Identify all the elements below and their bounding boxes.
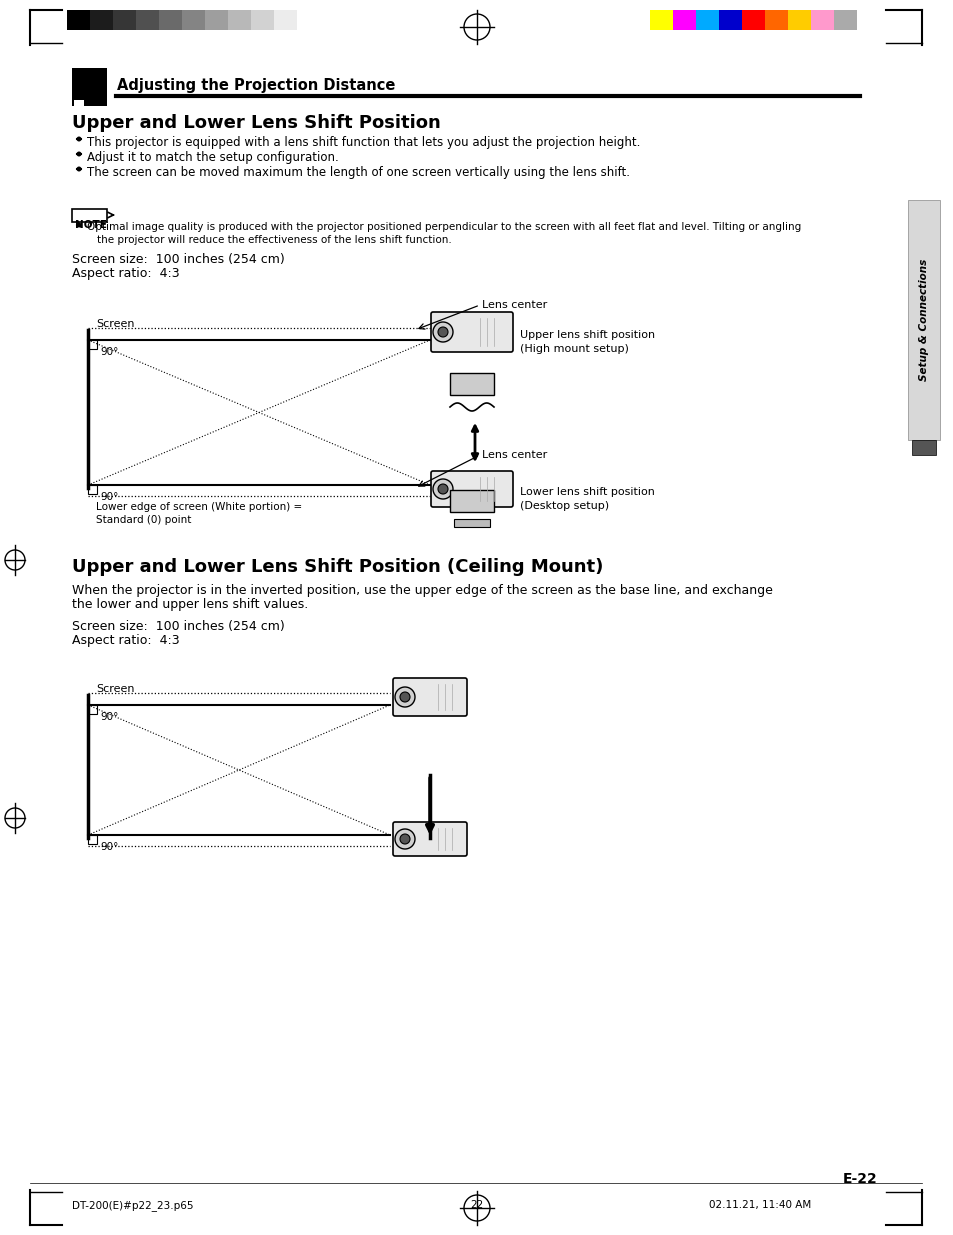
Text: 90°: 90°: [100, 347, 118, 357]
Text: 90°: 90°: [100, 842, 118, 852]
Circle shape: [399, 834, 410, 844]
Bar: [87, 70, 107, 88]
Circle shape: [399, 692, 410, 701]
Text: (High mount setup): (High mount setup): [519, 345, 628, 354]
Text: Lens center: Lens center: [481, 300, 547, 310]
Text: Adjust it to match the setup configuration.: Adjust it to match the setup configurati…: [87, 151, 338, 164]
Bar: [450, 373, 494, 395]
Text: Adjusting the Projection Distance: Adjusting the Projection Distance: [117, 78, 395, 93]
Text: Optimal image quality is produced with the projector positioned perpendicular to: Optimal image quality is produced with t…: [87, 222, 801, 232]
Text: Aspect ratio:  4:3: Aspect ratio: 4:3: [71, 634, 179, 647]
Bar: [741, 10, 764, 30]
Text: The screen can be moved maximum the length of one screen vertically using the le: The screen can be moved maximum the leng…: [87, 165, 629, 179]
Text: Upper lens shift position: Upper lens shift position: [519, 330, 655, 340]
Bar: [251, 10, 274, 30]
Text: Screen: Screen: [96, 319, 134, 329]
Bar: [228, 10, 251, 30]
Text: When the projector is in the inverted position, use the upper edge of the screen: When the projector is in the inverted po…: [71, 584, 772, 597]
Text: Screen size:  100 inches (254 cm): Screen size: 100 inches (254 cm): [71, 253, 284, 266]
Bar: [112, 10, 136, 30]
Text: Lower edge of screen (White portion) =: Lower edge of screen (White portion) =: [96, 501, 302, 513]
Bar: [88, 485, 97, 494]
Bar: [274, 10, 296, 30]
Bar: [88, 835, 97, 844]
Text: Upper and Lower Lens Shift Position (Ceiling Mount): Upper and Lower Lens Shift Position (Cei…: [71, 558, 602, 576]
Circle shape: [433, 479, 453, 499]
Text: DT-200(E)#p22_23.p65: DT-200(E)#p22_23.p65: [71, 1200, 193, 1210]
Bar: [450, 490, 494, 513]
Bar: [907, 200, 939, 440]
Circle shape: [437, 327, 448, 337]
Circle shape: [76, 137, 81, 142]
Text: 22: 22: [470, 1200, 483, 1210]
Bar: [159, 10, 182, 30]
Text: Aspect ratio:  4:3: Aspect ratio: 4:3: [71, 267, 179, 280]
Bar: [649, 10, 672, 30]
Bar: [454, 519, 490, 527]
Bar: [136, 10, 159, 30]
Bar: [833, 10, 856, 30]
Bar: [672, 10, 696, 30]
Bar: [764, 10, 787, 30]
Circle shape: [395, 687, 415, 706]
Bar: [71, 209, 107, 222]
Bar: [296, 10, 319, 30]
FancyBboxPatch shape: [431, 312, 513, 352]
Text: 02.11.21, 11:40 AM: 02.11.21, 11:40 AM: [708, 1200, 810, 1210]
FancyBboxPatch shape: [393, 823, 467, 856]
Bar: [696, 10, 719, 30]
Circle shape: [395, 829, 415, 848]
Bar: [74, 100, 84, 106]
Text: NOTE: NOTE: [75, 220, 107, 230]
Bar: [205, 10, 228, 30]
Text: Lower lens shift position: Lower lens shift position: [519, 487, 654, 496]
Circle shape: [76, 167, 81, 172]
Text: Screen: Screen: [96, 684, 134, 694]
Text: Setup & Connections: Setup & Connections: [918, 259, 928, 382]
Bar: [719, 10, 741, 30]
FancyBboxPatch shape: [393, 678, 467, 716]
Text: Lens center: Lens center: [481, 450, 547, 459]
Circle shape: [433, 322, 453, 342]
Bar: [88, 340, 97, 350]
Circle shape: [76, 222, 81, 227]
Text: 90°: 90°: [100, 492, 118, 501]
Bar: [182, 10, 205, 30]
Bar: [90, 10, 112, 30]
Bar: [67, 10, 90, 30]
Text: the projector will reduce the effectiveness of the lens shift function.: the projector will reduce the effectiven…: [97, 235, 452, 245]
Text: This projector is equipped with a lens shift function that lets you adjust the p: This projector is equipped with a lens s…: [87, 136, 639, 149]
Text: 90°: 90°: [100, 713, 118, 722]
Bar: [71, 68, 107, 106]
Text: Screen size:  100 inches (254 cm): Screen size: 100 inches (254 cm): [71, 620, 284, 634]
Text: (Desktop setup): (Desktop setup): [519, 501, 608, 511]
Bar: [88, 705, 97, 714]
Text: E-22: E-22: [842, 1172, 877, 1186]
Text: Standard (0) point: Standard (0) point: [96, 515, 192, 525]
FancyBboxPatch shape: [431, 471, 513, 508]
Text: the lower and upper lens shift values.: the lower and upper lens shift values.: [71, 598, 308, 611]
Circle shape: [76, 152, 81, 157]
Bar: [787, 10, 810, 30]
Bar: [810, 10, 833, 30]
Circle shape: [437, 484, 448, 494]
Text: Upper and Lower Lens Shift Position: Upper and Lower Lens Shift Position: [71, 114, 440, 132]
Bar: [911, 440, 935, 454]
